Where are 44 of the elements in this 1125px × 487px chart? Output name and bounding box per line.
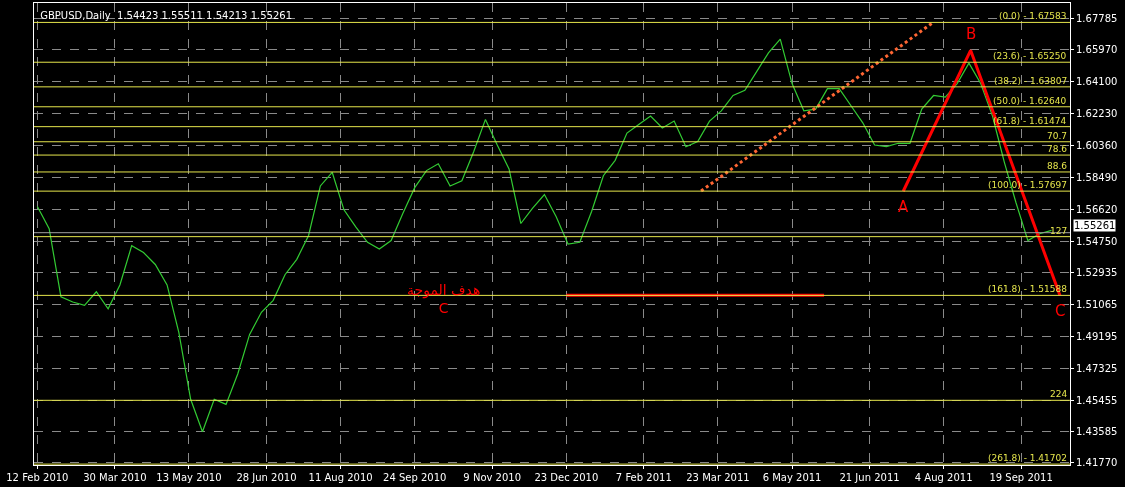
y-tick-label: 1.43585 <box>1076 426 1118 438</box>
x-tick-label: 12 Feb 2010 <box>6 472 69 483</box>
x-tick-label: 23 Dec 2010 <box>534 472 599 483</box>
annotation: 88.6 <box>1047 161 1068 171</box>
x-tick-label: 6 May 2011 <box>762 472 822 483</box>
y-tick-label: 1.51065 <box>1076 298 1118 310</box>
y-tick-label: 1.60360 <box>1076 140 1118 152</box>
y-tick-label: 1.54750 <box>1076 235 1118 247</box>
y-tick-label: 1.49195 <box>1076 330 1118 342</box>
y-tick-label: 1.65970 <box>1076 44 1118 56</box>
y-tick-label: 1.62230 <box>1076 108 1118 120</box>
x-tick-label: 23 Mar 2011 <box>686 472 750 483</box>
x-tick-label: 7 Feb 2011 <box>615 472 672 483</box>
x-tick-label: 30 Mar 2010 <box>83 472 147 483</box>
ref-line-label: 1.55261 <box>1074 220 1116 231</box>
annotation: A <box>898 198 909 216</box>
x-tick-label: 4 Aug 2011 <box>914 472 973 483</box>
x-tick-label: 13 May 2010 <box>156 472 222 483</box>
y-tick-label: 1.47325 <box>1076 362 1118 374</box>
x-tick-label: 24 Sep 2010 <box>383 472 447 483</box>
x-tick-label: 21 Jun 2011 <box>839 472 900 483</box>
x-tick-label: 11 Aug 2010 <box>308 472 373 483</box>
x-tick-label: 19 Sep 2011 <box>989 472 1053 483</box>
annotation: (50.0) - 1.62640 <box>993 96 1067 106</box>
y-tick-label: 1.52935 <box>1076 266 1118 278</box>
annotation: (38.2) - 1.63807 <box>994 76 1068 86</box>
y-tick-label: 1.41770 <box>1076 457 1118 469</box>
annotation: B <box>966 25 977 43</box>
annotation: C <box>1055 302 1066 320</box>
annotation: 127 <box>1050 226 1068 236</box>
annotation: 78.6 <box>1047 144 1068 154</box>
y-tick-label: 1.58490 <box>1076 172 1118 184</box>
y-tick-label: 1.45455 <box>1076 394 1118 406</box>
x-tick-label: 9 Nov 2010 <box>463 472 522 483</box>
annotation: (261.8) - 1.41702 <box>988 453 1067 463</box>
text: GBPUSD,Daily 1.54423 1.55511 1.54213 1.55261 <box>40 10 293 22</box>
y-tick-label: 1.56620 <box>1076 204 1118 216</box>
x-tick-label: 28 Jun 2010 <box>236 472 297 483</box>
annotation: 224 <box>1050 389 1068 399</box>
y-tick-label: 1.64100 <box>1076 76 1118 88</box>
annotation: 70.7 <box>1047 131 1068 141</box>
annotation: (0.0) - 1.67583 <box>999 11 1067 21</box>
y-tick-label: 1.67785 <box>1076 13 1118 25</box>
annotation: (23.6) - 1.65250 <box>993 51 1067 61</box>
